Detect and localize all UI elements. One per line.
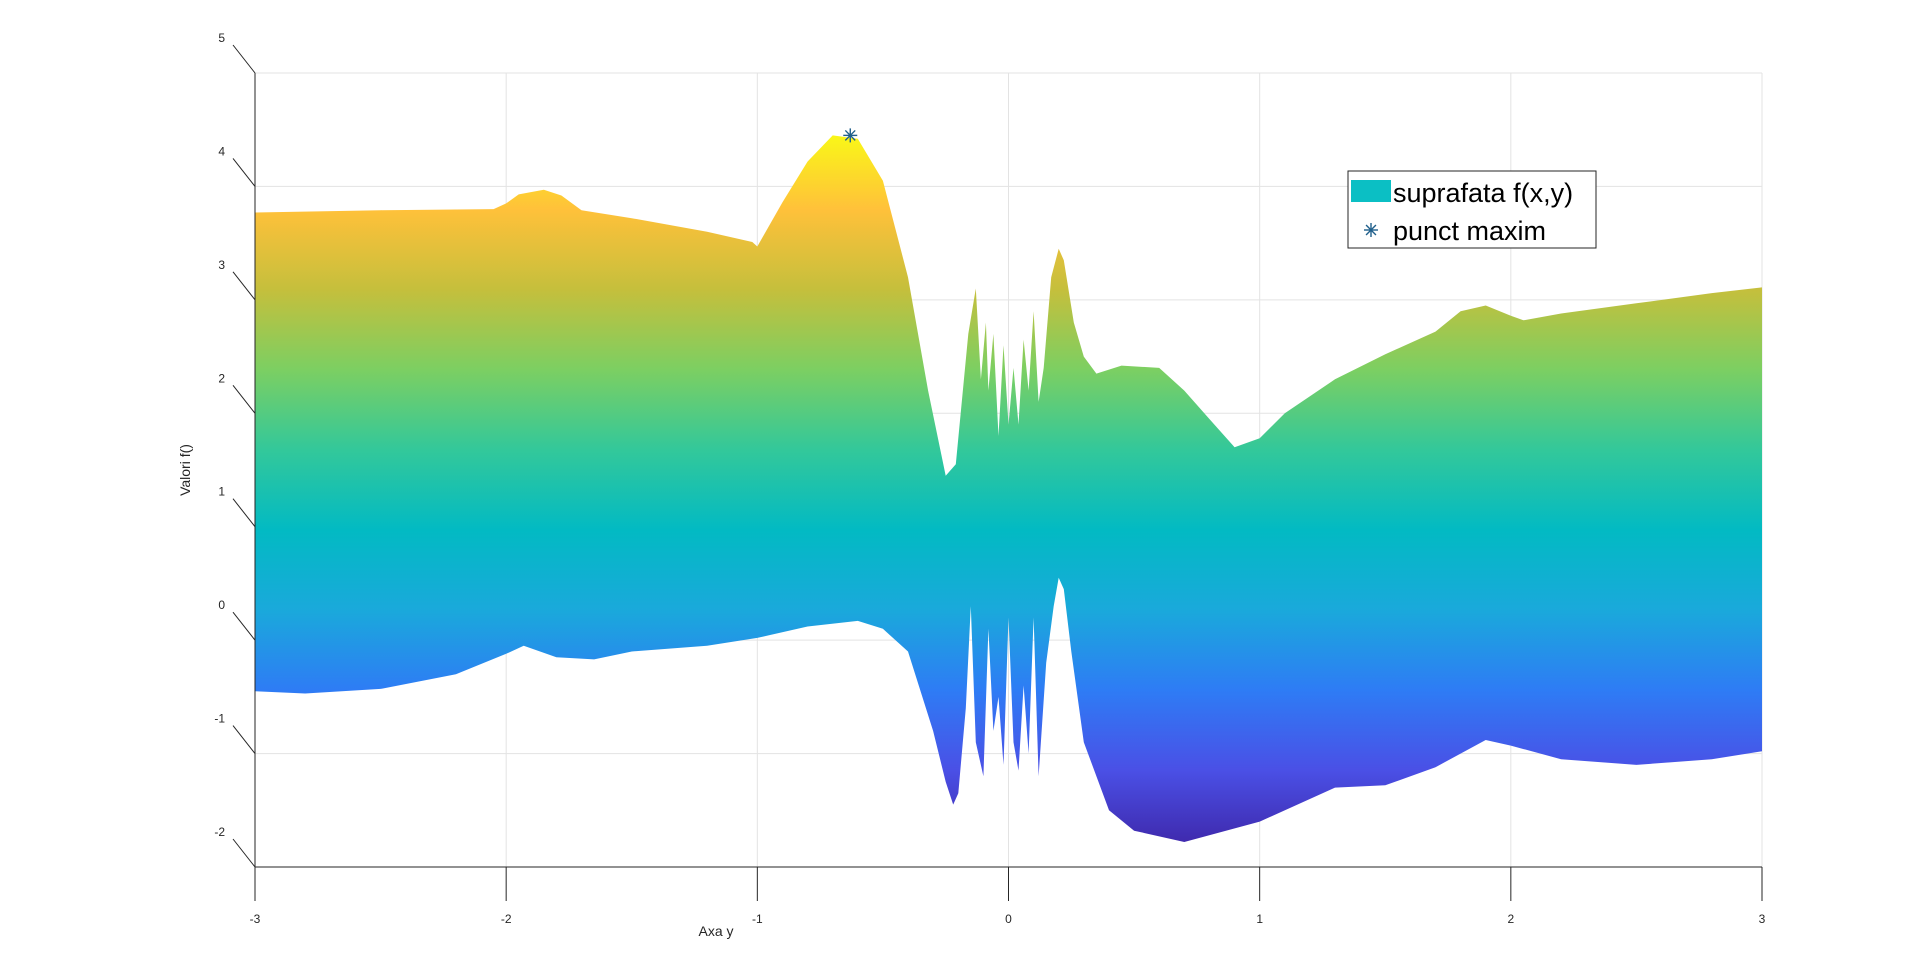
surface-area xyxy=(255,135,1762,842)
y-tick-label: 2 xyxy=(218,371,225,385)
y-tick-label: -2 xyxy=(214,825,225,839)
legend-entry-max-point: punct maxim xyxy=(1393,216,1546,246)
x-axis-label: Axa y xyxy=(698,923,733,939)
x-axis-tick-labels: -3 -2 -1 0 1 2 3 xyxy=(250,912,1766,926)
x-tick-label: 3 xyxy=(1759,912,1766,926)
y-tick-mark xyxy=(232,725,256,754)
y-tick-mark xyxy=(232,158,256,187)
x-tick-label: 1 xyxy=(1256,912,1263,926)
y-tick-label: 4 xyxy=(218,144,225,158)
legend: suprafata f(x,y) punct maxim xyxy=(1347,170,1597,249)
y-axis-label: Valori f() xyxy=(177,444,193,496)
x-tick-label: -2 xyxy=(501,912,512,926)
max-point-marker xyxy=(843,128,858,143)
y-tick-label: 1 xyxy=(218,485,225,499)
legend-swatch-surface xyxy=(1351,180,1391,202)
y-tick-mark xyxy=(232,271,256,301)
y-tick-mark xyxy=(232,611,256,641)
x-axis-tick-marks xyxy=(254,867,1763,901)
y-tick-label: 0 xyxy=(218,598,225,612)
x-tick-label: 2 xyxy=(1507,912,1514,926)
x-tick-label: 0 xyxy=(1005,912,1012,926)
y-tick-label: 3 xyxy=(218,258,225,272)
y-tick-mark xyxy=(232,44,256,74)
x-tick-label: -1 xyxy=(752,912,763,926)
y-tick-mark xyxy=(232,384,256,414)
legend-entry-surface: suprafata f(x,y) xyxy=(1393,178,1573,208)
y-tick-label: 5 xyxy=(218,31,225,45)
y-tick-mark xyxy=(232,838,256,868)
y-axis-tick-marks xyxy=(232,44,256,868)
y-tick-label: -1 xyxy=(214,712,225,726)
x-tick-label: -3 xyxy=(250,912,261,926)
y-tick-mark xyxy=(232,498,256,528)
legend-marker-asterisk-icon xyxy=(1364,223,1378,237)
y-axis-tick-labels: -2 -1 0 1 2 3 4 5 xyxy=(214,31,225,839)
